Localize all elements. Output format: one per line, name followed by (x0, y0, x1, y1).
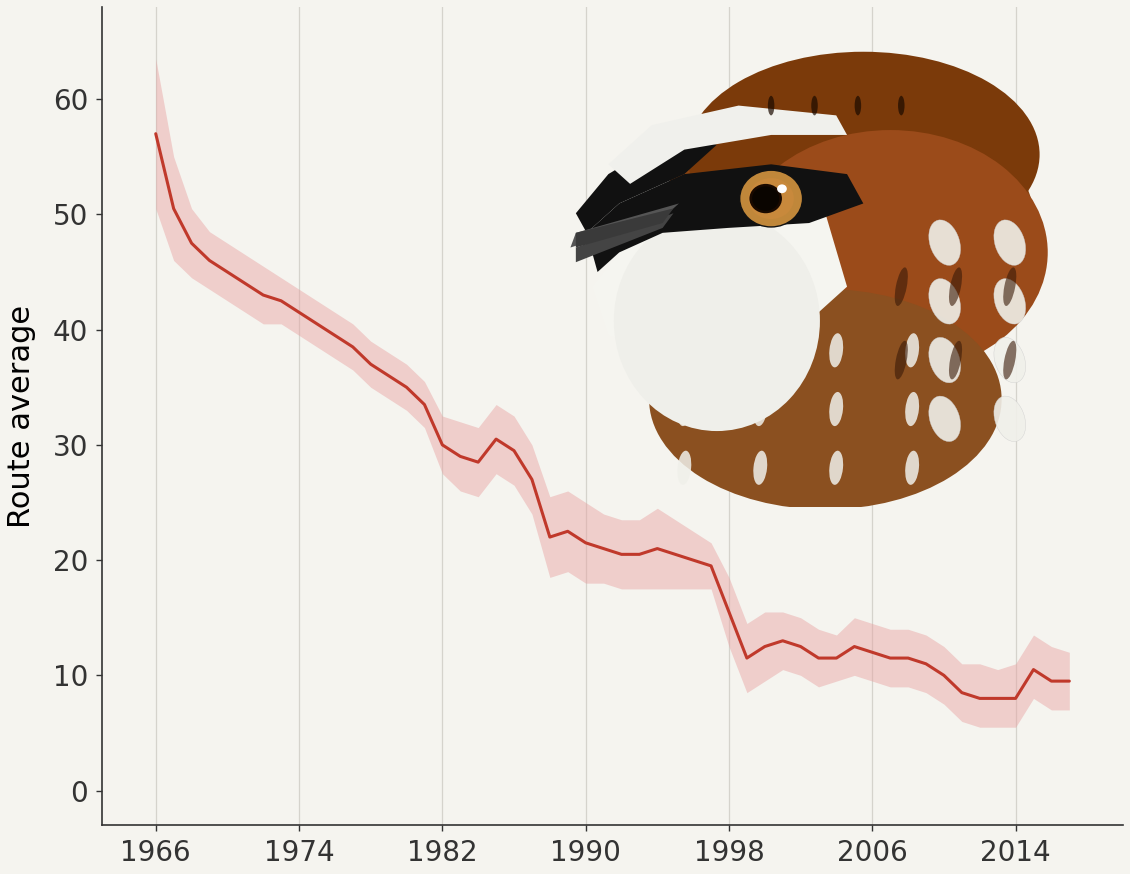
Ellipse shape (829, 392, 843, 427)
Ellipse shape (677, 451, 692, 485)
Polygon shape (576, 213, 673, 262)
Circle shape (753, 186, 780, 211)
Circle shape (748, 178, 794, 219)
Ellipse shape (994, 279, 1026, 324)
Ellipse shape (677, 392, 692, 427)
Polygon shape (576, 208, 673, 247)
Ellipse shape (905, 451, 919, 485)
Ellipse shape (929, 279, 960, 324)
Circle shape (777, 184, 786, 193)
Polygon shape (576, 135, 716, 232)
Ellipse shape (754, 333, 767, 367)
Ellipse shape (929, 337, 960, 383)
Ellipse shape (905, 392, 919, 427)
Ellipse shape (829, 451, 843, 485)
Ellipse shape (895, 341, 907, 379)
Ellipse shape (994, 220, 1026, 266)
Ellipse shape (733, 130, 1048, 375)
Ellipse shape (994, 396, 1026, 441)
Polygon shape (571, 204, 679, 247)
Polygon shape (586, 164, 863, 272)
Ellipse shape (905, 333, 919, 367)
Ellipse shape (658, 79, 1037, 397)
Ellipse shape (687, 52, 1040, 257)
Ellipse shape (754, 451, 767, 485)
Ellipse shape (649, 289, 1001, 510)
Ellipse shape (614, 211, 820, 431)
Ellipse shape (768, 96, 774, 115)
Ellipse shape (1003, 341, 1016, 379)
Ellipse shape (929, 396, 960, 441)
Ellipse shape (854, 96, 861, 115)
Ellipse shape (1003, 267, 1016, 306)
Circle shape (740, 170, 802, 227)
Ellipse shape (949, 341, 962, 379)
Ellipse shape (829, 333, 843, 367)
Y-axis label: Route average: Route average (7, 304, 36, 528)
Ellipse shape (994, 337, 1026, 383)
Polygon shape (608, 106, 848, 184)
Ellipse shape (811, 96, 818, 115)
Ellipse shape (898, 96, 904, 115)
Ellipse shape (949, 267, 962, 306)
Circle shape (749, 184, 782, 213)
Ellipse shape (754, 392, 767, 427)
Ellipse shape (677, 333, 692, 367)
Ellipse shape (929, 220, 960, 266)
Polygon shape (592, 189, 848, 360)
Ellipse shape (895, 267, 907, 306)
